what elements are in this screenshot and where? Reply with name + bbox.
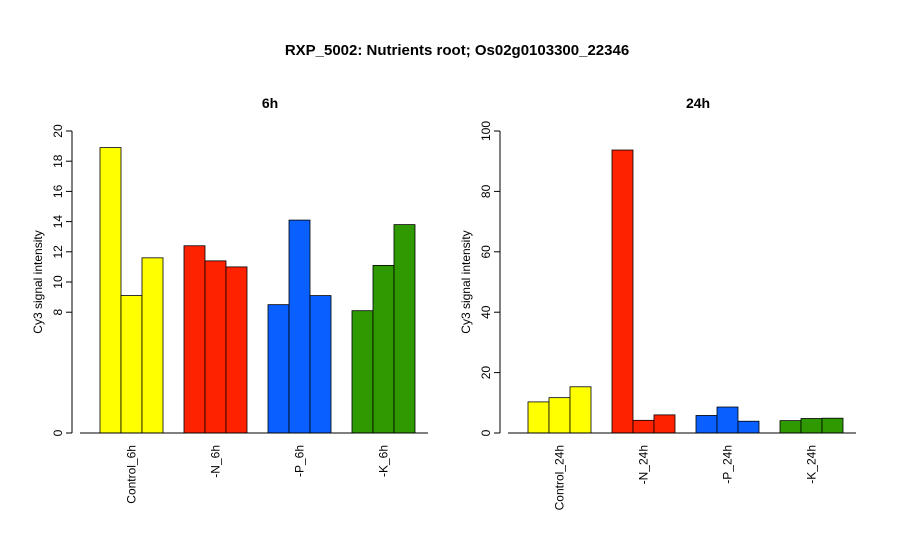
y-axis-label: Cy3 signal intensity bbox=[31, 230, 45, 333]
y-tick-label: 20 bbox=[479, 366, 493, 380]
chart-title: 6h bbox=[262, 95, 278, 111]
y-tick-label: 80 bbox=[479, 184, 493, 198]
category-label: -N_24h bbox=[637, 445, 651, 484]
y-tick-label: 20 bbox=[51, 124, 65, 138]
category-label: -K_24h bbox=[805, 445, 819, 484]
category-label: Control_6h bbox=[125, 445, 139, 504]
y-tick-label: 0 bbox=[479, 429, 493, 436]
y-tick-label: 16 bbox=[51, 184, 65, 198]
chart-title: 24h bbox=[686, 95, 710, 111]
bar bbox=[120, 295, 143, 434]
category-label: -N_6h bbox=[209, 445, 223, 478]
bar bbox=[183, 245, 206, 434]
bar bbox=[611, 149, 634, 434]
bar bbox=[393, 224, 416, 434]
bar bbox=[548, 397, 571, 434]
bar bbox=[351, 310, 374, 434]
figure-title: RXP_5002: Nutrients root; Os02g0103300_2… bbox=[285, 42, 629, 59]
y-tick-label: 40 bbox=[479, 305, 493, 319]
y-tick-label: 0 bbox=[51, 429, 65, 436]
category-label: -P_6h bbox=[293, 445, 307, 477]
bar bbox=[309, 295, 332, 434]
chart-6h: 6h Cy3 signal intensity 0 8 10 12 14 16 18 20 Cont… bbox=[31, 95, 428, 504]
bar bbox=[225, 266, 248, 434]
bar bbox=[204, 260, 227, 434]
chart-24h: 24h Cy3 signal intensity 0 20 40 60 80 100 Contr… bbox=[459, 95, 856, 510]
category-label: -P_24h bbox=[721, 445, 735, 484]
bar bbox=[288, 219, 311, 434]
bar bbox=[267, 304, 290, 434]
bar bbox=[800, 418, 823, 434]
bar bbox=[821, 417, 844, 434]
bar bbox=[737, 420, 760, 434]
y-tick-label: 12 bbox=[51, 245, 65, 259]
y-tick-label: 14 bbox=[51, 215, 65, 229]
category-label: Control_24h bbox=[553, 445, 567, 510]
bar bbox=[653, 414, 676, 434]
bar bbox=[141, 257, 164, 434]
bar bbox=[632, 419, 655, 434]
bar bbox=[527, 401, 550, 434]
y-tick-label: 100 bbox=[479, 121, 493, 141]
bar bbox=[716, 406, 739, 434]
bar bbox=[372, 264, 395, 434]
y-tick-label: 60 bbox=[479, 245, 493, 259]
y-axis-label: Cy3 signal intensity bbox=[459, 230, 473, 333]
y-tick-label: 18 bbox=[51, 154, 65, 168]
category-label: -K_6h bbox=[377, 445, 391, 477]
bar bbox=[695, 415, 718, 434]
y-tick-label: 8 bbox=[51, 309, 65, 316]
bar bbox=[569, 386, 592, 434]
y-tick-label: 10 bbox=[51, 275, 65, 289]
bar bbox=[99, 147, 122, 434]
bar bbox=[779, 420, 802, 434]
